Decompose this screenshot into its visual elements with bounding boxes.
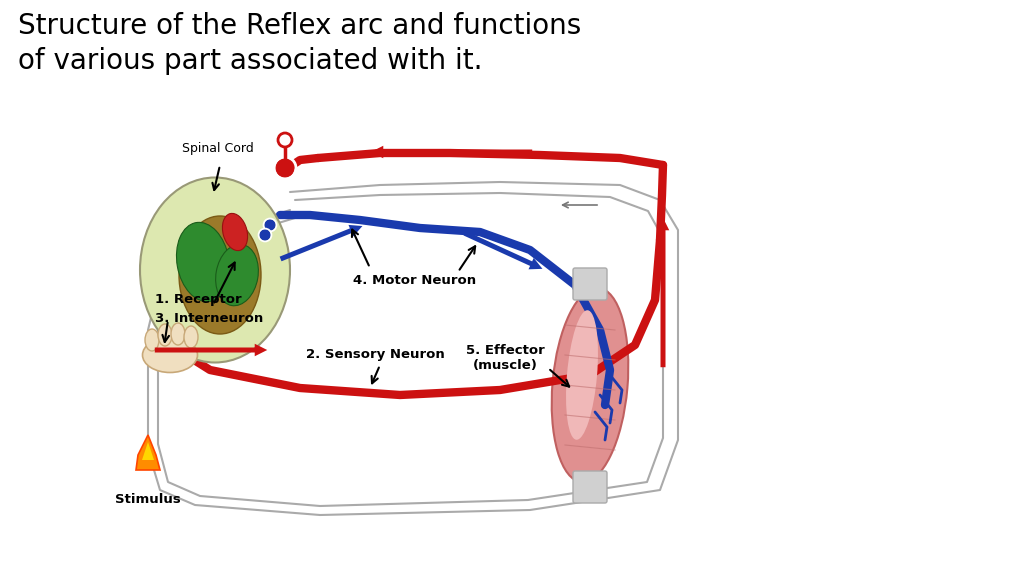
Ellipse shape [552,288,629,482]
Ellipse shape [566,310,598,439]
Ellipse shape [176,222,229,302]
Ellipse shape [158,324,172,346]
Ellipse shape [179,216,261,334]
Text: 5. Effector
(muscle): 5. Effector (muscle) [466,344,545,372]
Circle shape [260,230,270,240]
Circle shape [265,220,275,230]
Ellipse shape [142,338,198,373]
Circle shape [276,159,294,177]
Circle shape [278,133,292,147]
Text: 4. Motor Neuron: 4. Motor Neuron [353,274,476,286]
Polygon shape [136,435,160,470]
Ellipse shape [184,326,198,348]
Ellipse shape [171,323,185,345]
Text: 2. Sensory Neuron: 2. Sensory Neuron [305,348,444,361]
Ellipse shape [145,329,159,351]
FancyBboxPatch shape [573,471,607,503]
Text: Spinal Cord: Spinal Cord [182,142,254,155]
Text: Stimulus: Stimulus [115,493,181,506]
FancyBboxPatch shape [573,268,607,300]
Polygon shape [142,442,154,460]
Text: 3. Interneuron: 3. Interneuron [155,312,263,324]
Ellipse shape [140,177,290,362]
Text: Structure of the Reflex arc and functions
of various part associated with it.: Structure of the Reflex arc and function… [18,12,582,75]
Ellipse shape [216,244,258,306]
Ellipse shape [222,213,248,251]
Text: 1. Receptor: 1. Receptor [155,294,242,306]
